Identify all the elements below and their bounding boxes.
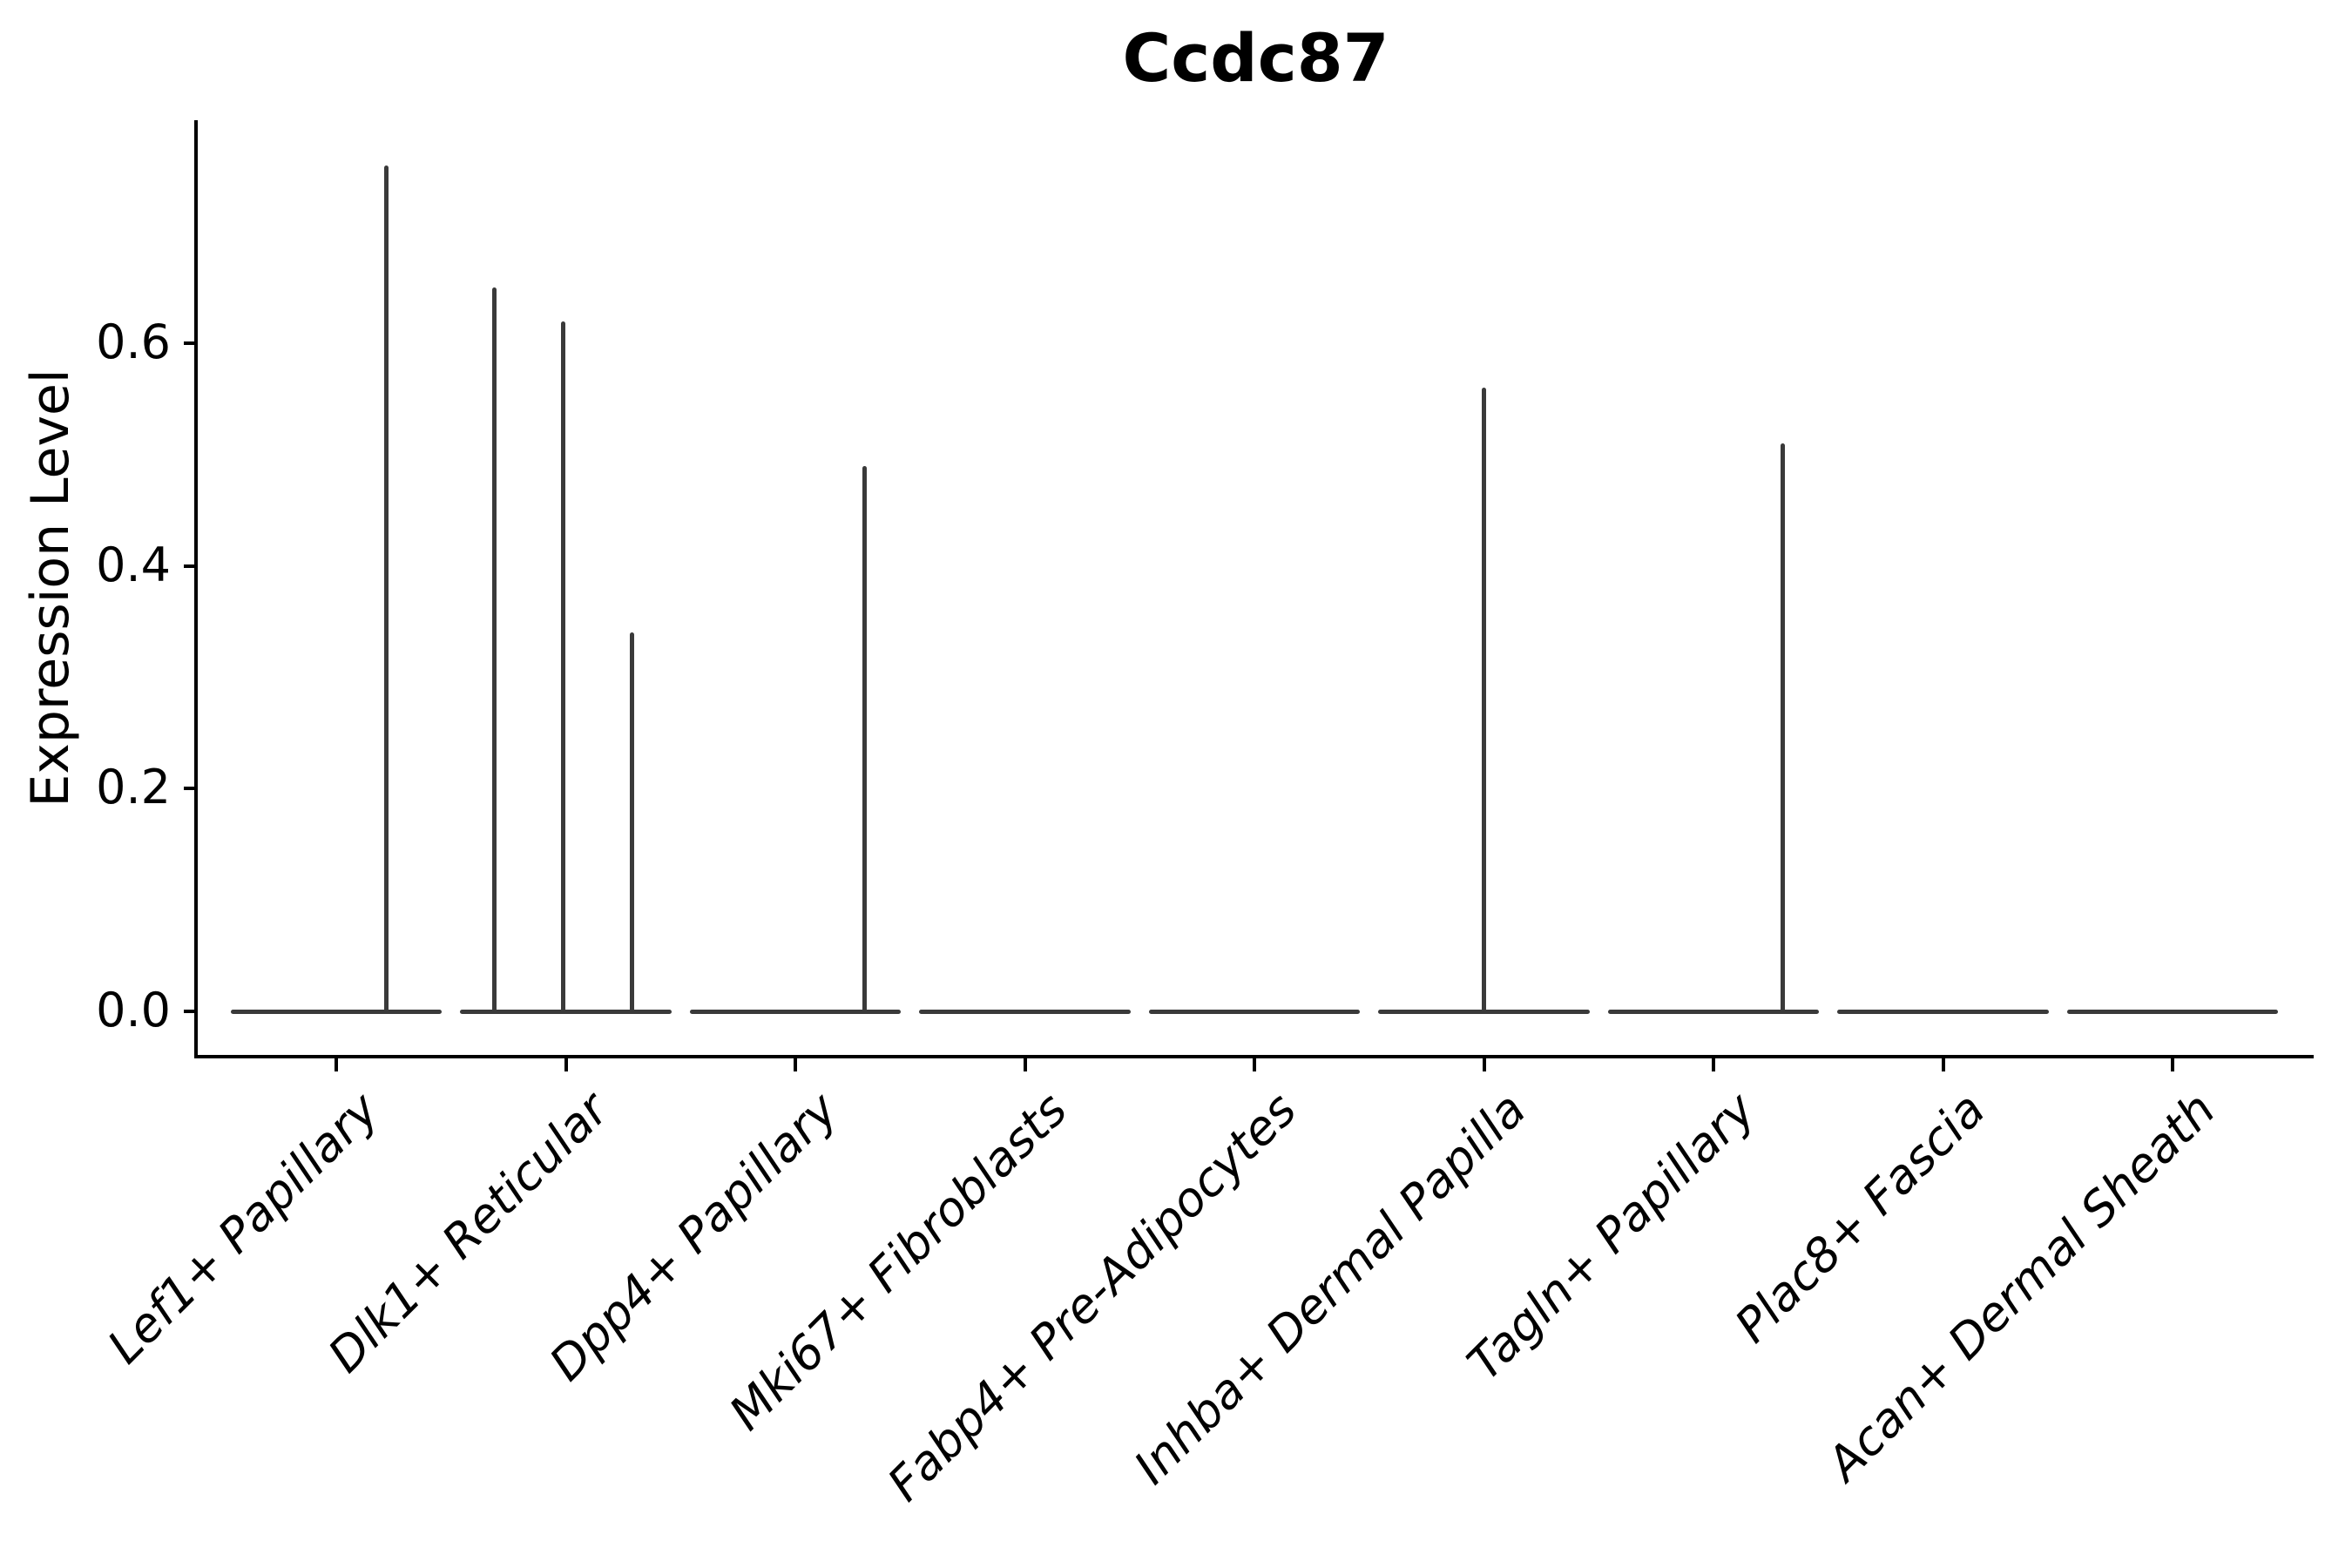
x-axis-tick: [1482, 1058, 1486, 1071]
violin-spike: [384, 165, 389, 1013]
y-tick-label: 0.2: [96, 760, 171, 815]
x-axis-tick: [335, 1058, 338, 1071]
y-axis-spine: [194, 120, 198, 1058]
x-axis-tick: [2171, 1058, 2174, 1071]
violin-baseline: [1148, 1009, 1361, 1014]
violin-baseline: [1837, 1009, 2049, 1014]
violin-spike: [862, 465, 867, 1013]
violin-baseline: [919, 1009, 1131, 1014]
x-axis-tick: [794, 1058, 797, 1071]
y-axis-tick: [184, 1010, 196, 1013]
violin-spike: [1482, 388, 1486, 1013]
x-axis-tick: [564, 1058, 568, 1071]
violin-spike: [630, 632, 635, 1013]
violin-spike: [492, 287, 497, 1013]
x-axis-tick: [1941, 1058, 1945, 1071]
x-tick-label: Fabp4+ Pre-Adipocytes: [877, 1082, 1308, 1512]
y-axis-tick: [184, 787, 196, 791]
y-axis-tick: [184, 564, 196, 568]
x-tick-label: Inhba+ Dermal Papilla: [1124, 1082, 1538, 1495]
x-axis-tick: [1253, 1058, 1256, 1071]
y-tick-label: 0.0: [96, 983, 171, 1038]
x-axis-tick: [1023, 1058, 1027, 1071]
violin-spike: [1780, 443, 1785, 1013]
violin-baseline: [460, 1009, 672, 1014]
violin-baseline: [689, 1009, 902, 1014]
y-axis-tick: [184, 341, 196, 346]
y-tick-label: 0.6: [96, 314, 171, 370]
y-tick-label: 0.4: [96, 537, 171, 593]
chart-title: Ccdc87: [1122, 19, 1389, 97]
violin-baseline: [2066, 1009, 2279, 1014]
violin-baseline: [1607, 1009, 1820, 1014]
violin-baseline: [230, 1009, 443, 1014]
x-tick-label: Acan+ Dermal Sheath: [1815, 1082, 2226, 1491]
x-axis-tick: [1712, 1058, 1715, 1071]
violin-spike: [561, 321, 566, 1013]
y-axis-label: Expression Level: [20, 368, 81, 808]
x-axis-spine: [194, 1055, 2314, 1058]
